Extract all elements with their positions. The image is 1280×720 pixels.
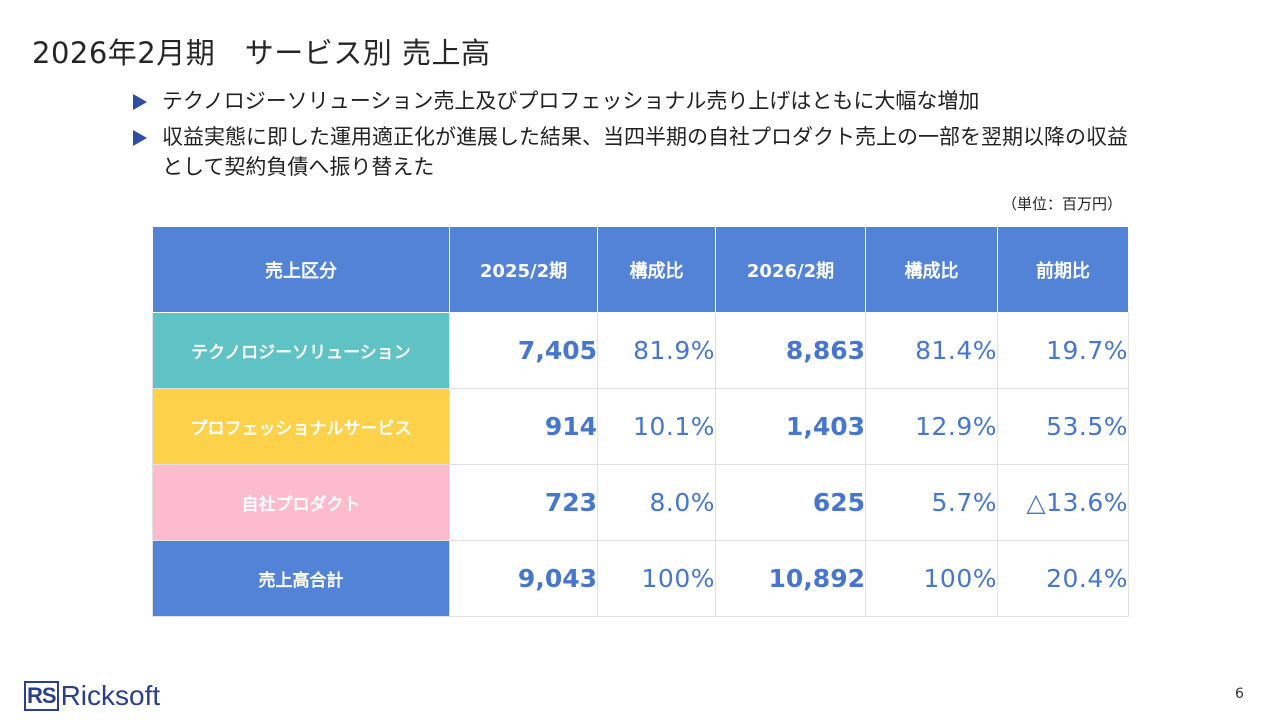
yoy-value: 53.5% bbox=[997, 388, 1129, 465]
ratio2025-value: 8.0% bbox=[597, 464, 716, 541]
table-row: プロフェッショナルサービス 914 10.1% 1,403 12.9% 53.5… bbox=[152, 388, 1129, 465]
bullet-list: テクノロジーソリューション売上及びプロフェッショナル売り上げはともに大幅な増加 … bbox=[133, 86, 1133, 188]
ratio2026-value: 5.7% bbox=[865, 464, 998, 541]
column-header-yoy: 前期比 bbox=[997, 226, 1129, 313]
column-header-ratio-2025: 構成比 bbox=[597, 226, 716, 313]
table-header-row: 売上区分 2025/2期 構成比 2026/2期 構成比 前期比 bbox=[152, 226, 1129, 313]
category-cell: テクノロジーソリューション bbox=[152, 312, 450, 389]
fy2025-value: 914 bbox=[449, 388, 598, 465]
triangle-arrow-icon bbox=[133, 94, 147, 110]
ratio2025-value: 100% bbox=[597, 540, 716, 617]
ratio2026-value: 81.4% bbox=[865, 312, 998, 389]
ricksoft-logo: RS Ricksoft bbox=[24, 680, 160, 712]
column-header-category: 売上区分 bbox=[152, 226, 450, 313]
category-cell: 自社プロダクト bbox=[152, 464, 450, 541]
fy2026-value: 8,863 bbox=[715, 312, 866, 389]
ratio2026-value: 12.9% bbox=[865, 388, 998, 465]
ratio2025-value: 10.1% bbox=[597, 388, 716, 465]
fy2026-value: 625 bbox=[715, 464, 866, 541]
yoy-value: 19.7% bbox=[997, 312, 1129, 389]
logo-mark: RS bbox=[24, 681, 59, 711]
fy2026-value: 10,892 bbox=[715, 540, 866, 617]
bullet-text: テクノロジーソリューション売上及びプロフェッショナル売り上げはともに大幅な増加 bbox=[162, 89, 980, 113]
logo-name: Ricksoft bbox=[60, 680, 161, 711]
yoy-value: 20.4% bbox=[997, 540, 1129, 617]
fy2026-value: 1,403 bbox=[715, 388, 866, 465]
bullet-item: テクノロジーソリューション売上及びプロフェッショナル売り上げはともに大幅な増加 bbox=[133, 86, 1133, 116]
bullet-text: 収益実態に即した運用適正化が進展した結果、当四半期の自社プロダクト売上の一部を翌… bbox=[162, 125, 1128, 179]
ratio2026-value: 100% bbox=[865, 540, 998, 617]
column-header-fy2026: 2026/2期 bbox=[715, 226, 866, 313]
table-row-total: 売上高合計 9,043 100% 10,892 100% 20.4% bbox=[152, 540, 1129, 617]
table-row: 自社プロダクト 723 8.0% 625 5.7% △13.6% bbox=[152, 464, 1129, 541]
yoy-value: △13.6% bbox=[997, 464, 1129, 541]
bullet-item: 収益実態に即した運用適正化が進展した結果、当四半期の自社プロダクト売上の一部を翌… bbox=[133, 122, 1133, 182]
fy2025-value: 9,043 bbox=[449, 540, 598, 617]
page-number: 6 bbox=[1235, 686, 1244, 702]
category-cell: プロフェッショナルサービス bbox=[152, 388, 450, 465]
column-header-ratio-2026: 構成比 bbox=[865, 226, 998, 313]
slide-title: 2026年2月期 サービス別 売上高 bbox=[32, 36, 491, 70]
column-header-fy2025: 2025/2期 bbox=[449, 226, 598, 313]
sales-by-service-table: 売上区分 2025/2期 構成比 2026/2期 構成比 前期比 テクノロジーソ… bbox=[152, 226, 1129, 617]
fy2025-value: 7,405 bbox=[449, 312, 598, 389]
unit-label: （単位：百万円） bbox=[1001, 195, 1122, 213]
category-cell: 売上高合計 bbox=[152, 540, 450, 617]
fy2025-value: 723 bbox=[449, 464, 598, 541]
triangle-arrow-icon bbox=[133, 130, 147, 146]
table-row: テクノロジーソリューション 7,405 81.9% 8,863 81.4% 19… bbox=[152, 312, 1129, 389]
ratio2025-value: 81.9% bbox=[597, 312, 716, 389]
